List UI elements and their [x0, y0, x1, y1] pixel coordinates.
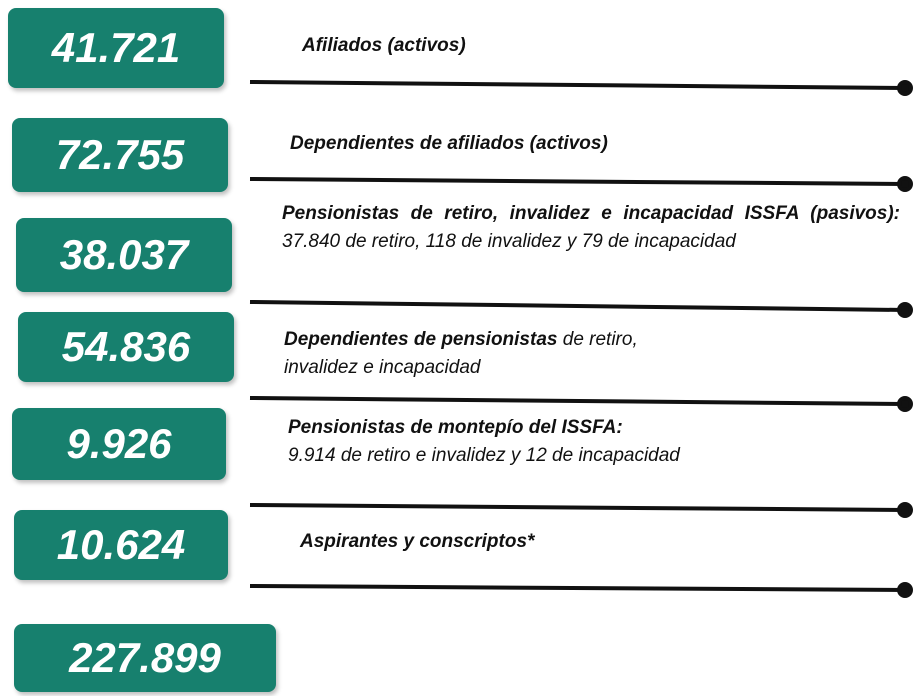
label-title: Pensionistas de retiro, invalidez e inca… — [282, 203, 900, 224]
label-title: Afiliados (activos) — [302, 35, 466, 56]
dot — [897, 396, 913, 412]
dot — [897, 176, 913, 192]
label-detail: de retiro, invalidez e incapacidad — [284, 329, 638, 378]
label-title: Dependientes de pensionistas — [284, 329, 558, 350]
divider — [249, 396, 906, 406]
divider — [249, 300, 906, 312]
dot — [897, 502, 913, 518]
label: Dependientes de pensionistas de retiro, … — [284, 326, 704, 382]
count-box: 9.926 — [12, 408, 226, 480]
label: Afiliados (activos) — [302, 32, 466, 60]
label-title: Pensionistas de montepío del ISSFA: — [288, 417, 623, 438]
total-box: 227.899 — [14, 624, 276, 692]
label: Dependientes de afiliados (activos) — [290, 130, 608, 158]
label: Pensionistas de retiro, invalidez e inca… — [282, 200, 900, 256]
count-box: 38.037 — [16, 218, 232, 292]
label: Aspirantes y conscriptos* — [300, 528, 534, 556]
count-box: 10.624 — [14, 510, 228, 580]
label: Pensionistas de montepío del ISSFA: 9.914… — [288, 414, 680, 470]
dot — [897, 302, 913, 318]
divider — [249, 177, 906, 186]
label-title: Dependientes de afiliados (activos) — [290, 133, 608, 154]
divider — [249, 80, 906, 90]
dot — [897, 582, 913, 598]
divider — [249, 503, 906, 512]
dot — [897, 80, 913, 96]
label-detail: 37.840 de retiro, 118 de invalidez y 79 … — [282, 231, 736, 252]
label-title: Aspirantes y conscriptos* — [300, 531, 535, 552]
count-box: 54.836 — [18, 312, 234, 382]
count-box: 41.721 — [8, 8, 224, 88]
label-detail: 9.914 de retiro e invalidez y 12 de inca… — [288, 445, 680, 466]
count-box: 72.755 — [12, 118, 228, 192]
divider — [249, 584, 906, 592]
